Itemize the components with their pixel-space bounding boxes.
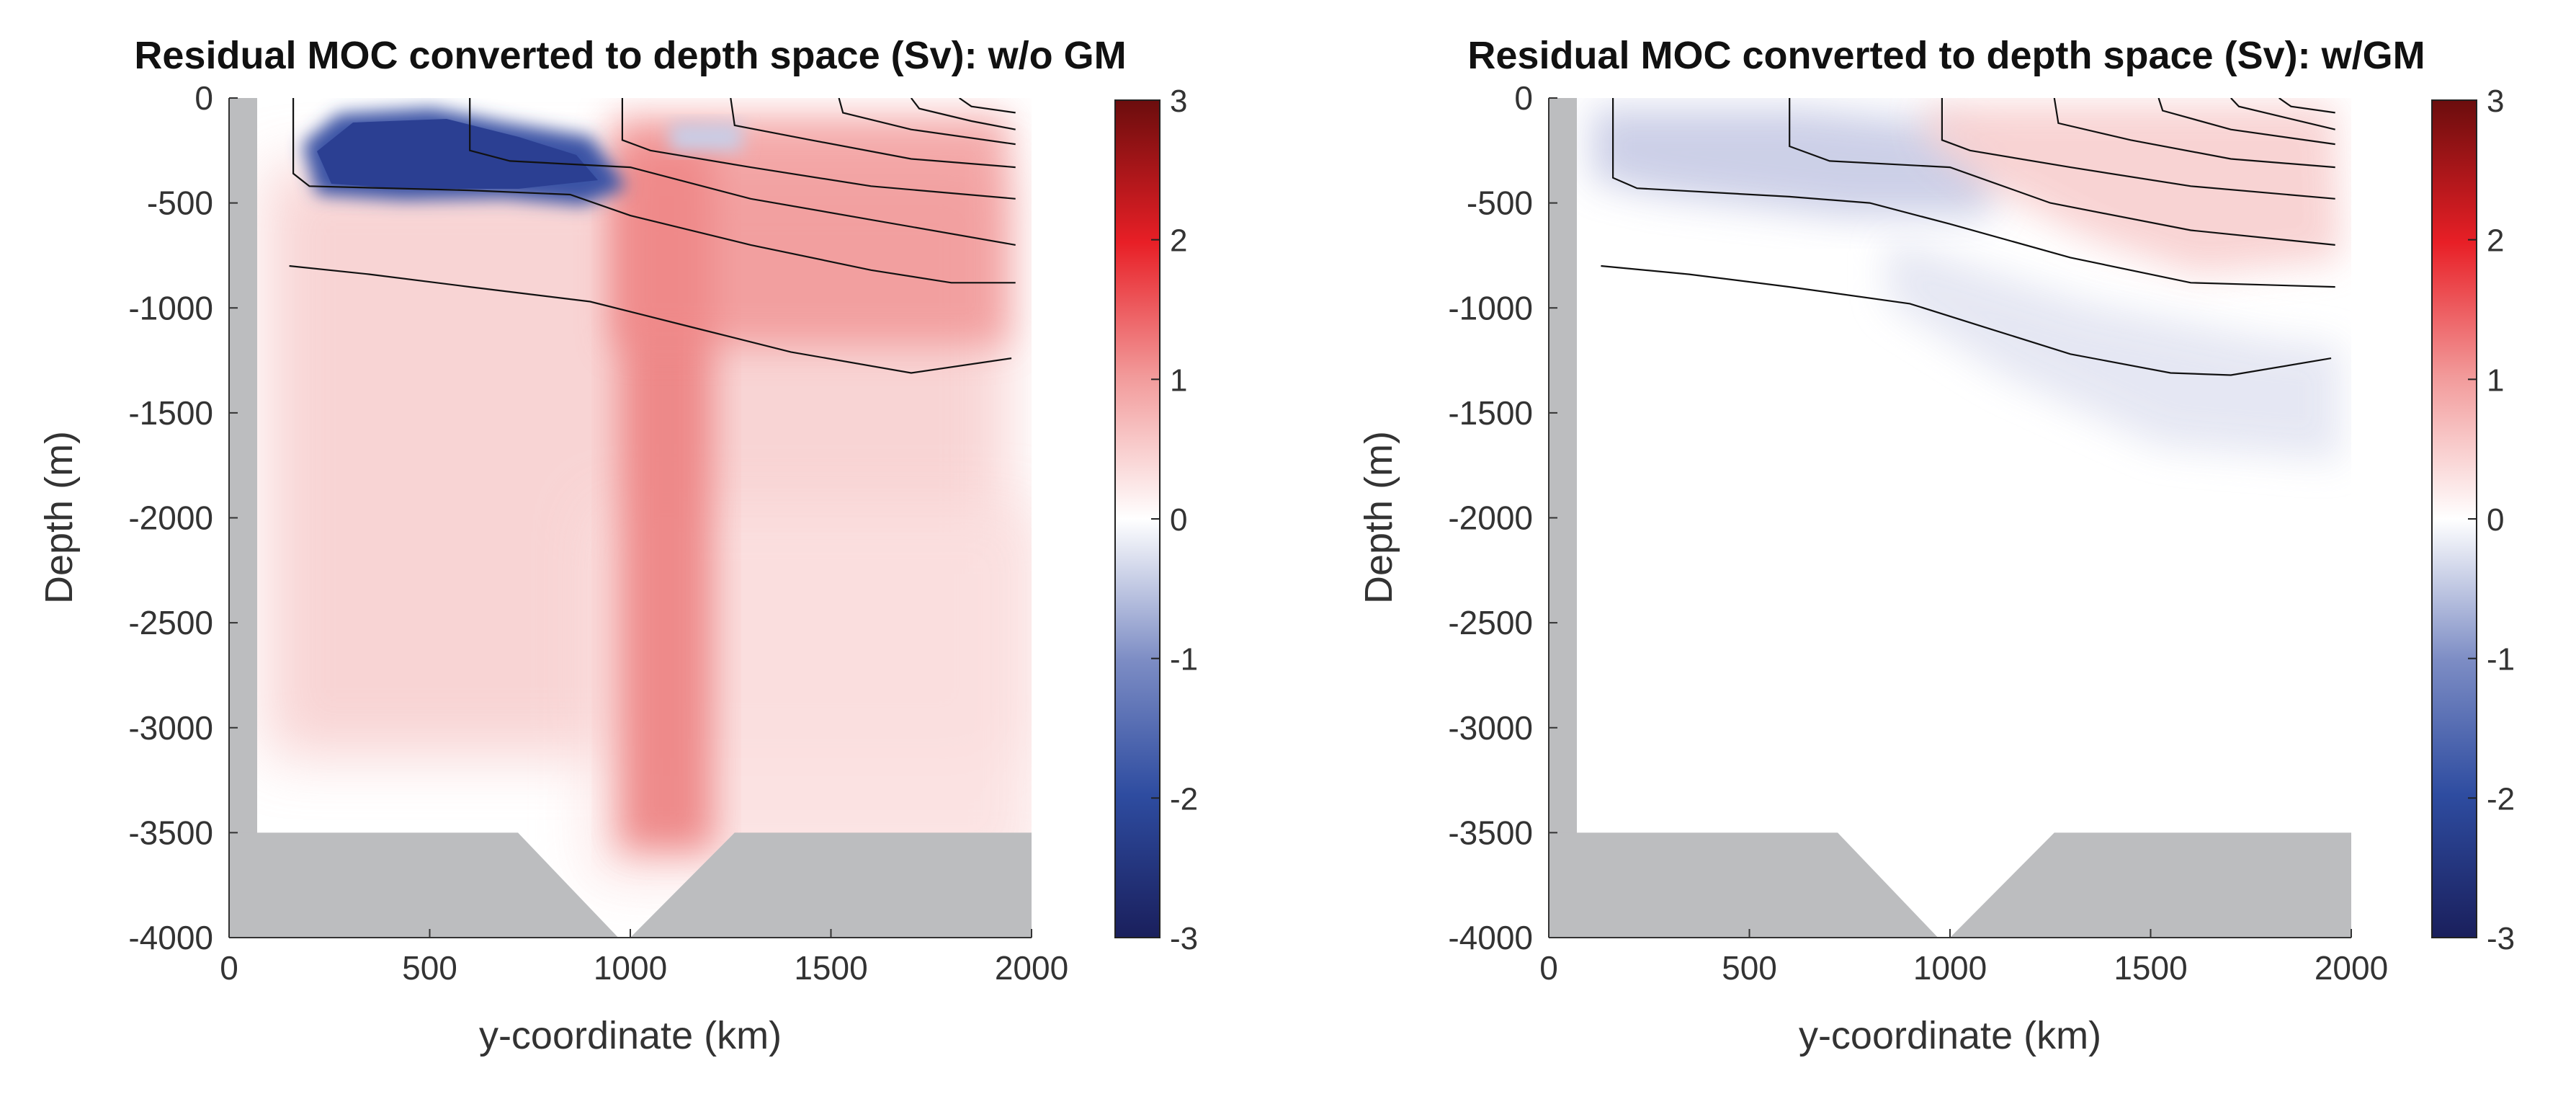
field-left-positive-upper [612, 115, 1009, 346]
y-tick-label-left-2: -1000 [128, 289, 213, 326]
x-tick-label-right-2: 1000 [1913, 949, 1987, 987]
field-left-negative-small [670, 123, 742, 151]
colorbar-tick-label-left-2: 1 [1170, 363, 1187, 398]
colorbar-tick-label-right-1: 2 [2487, 223, 2504, 259]
field-left [267, 98, 1032, 879]
colorbar-tick-label-left-0: 3 [1170, 84, 1187, 119]
y-tick-label-left-0: 0 [194, 79, 213, 117]
y-tick-label-left-7: -3500 [128, 814, 213, 851]
y-tick-label-right-0: 0 [1514, 79, 1533, 117]
panel-left: 0 500 1000 1500 2000 0 -500 -1000 -1500 -2000 -250… [37, 34, 1127, 1057]
y-tick-label-right-6: -3000 [1448, 709, 1533, 747]
y-tick-label-left-1: -500 [147, 184, 213, 222]
x-tick-label-right-3: 1500 [2114, 949, 2187, 987]
contour-left-5 [838, 98, 1016, 146]
colorbar-left: 3 2 1 0 -1 -2 -3 [1114, 84, 1198, 956]
contour-left-6 [911, 98, 1016, 130]
colorbar-right-ticks: 3 2 1 0 -1 -2 -3 [2468, 84, 2515, 956]
y-tick-label-left-5: -2500 [128, 604, 213, 641]
colorbar-tick-label-right-5: -2 [2487, 781, 2515, 817]
contour-right-7 [2278, 98, 2335, 114]
contours-right [1601, 98, 2335, 376]
colorbar-tick-label-left-6: -3 [1170, 921, 1198, 956]
bottom-topography-right [1549, 832, 2351, 938]
field-left-negative-inner [317, 119, 598, 189]
contour-left-1 [292, 98, 1016, 284]
x-tick-label-left-2: 1000 [594, 949, 667, 987]
title-left: Residual MOC converted to depth space (S… [134, 34, 1126, 77]
axes-left: 0 500 1000 1500 2000 0 -500 -1000 -1500 -2000 -250… [128, 79, 1068, 987]
colorbar-tick-label-left-1: 2 [1170, 223, 1187, 259]
colorbar-left-ticks: 3 2 1 0 -1 -2 -3 [1151, 84, 1198, 956]
contour-right-3 [1941, 98, 2335, 200]
y-tick-label-left-8: -4000 [128, 919, 213, 956]
contour-right-0 [1601, 264, 2332, 376]
contour-left-3 [621, 98, 1016, 200]
field-right-weak-positive-cell [1923, 104, 2341, 274]
x-tick-label-right-0: 0 [1539, 949, 1558, 987]
contours-left [289, 98, 1016, 374]
y-tick-label-right-7: -3500 [1448, 814, 1533, 851]
y-tick-label-left-3: -1500 [128, 394, 213, 432]
xlabel-left: y-coordinate (km) [479, 1014, 782, 1057]
y-tick-label-right-1: -500 [1467, 184, 1533, 222]
y-tick-label-left-6: -3000 [128, 709, 213, 747]
colorbar-tick-label-left-4: -1 [1170, 642, 1198, 677]
contour-right-5 [2157, 98, 2335, 146]
topography-left [229, 98, 1032, 938]
bottom-topography-left [229, 832, 1032, 938]
colorbar-tick-label-left-5: -2 [1170, 781, 1198, 817]
contour-right-6 [2230, 98, 2335, 130]
topography-right [1549, 98, 2351, 938]
y-tick-label-right-3: -1500 [1448, 394, 1533, 432]
x-tick-label-left-0: 0 [220, 949, 238, 987]
y-tick-label-right-4: -2000 [1448, 499, 1533, 537]
contour-left-4 [730, 98, 1016, 169]
colorbar-tick-label-right-0: 3 [2487, 84, 2504, 119]
y-tick-label-left-4: -2000 [128, 499, 213, 537]
contour-left-0 [289, 264, 1012, 374]
xlabel-right: y-coordinate (km) [1799, 1014, 2101, 1057]
colorbar-tick-label-right-4: -1 [2487, 642, 2515, 677]
x-tick-label-left-1: 500 [402, 949, 457, 987]
x-tick-label-right-4: 2000 [2315, 949, 2388, 987]
axes-right: 0 500 1000 1500 2000 0 -500 -1000 -1500 -2000 -250… [1448, 79, 2388, 987]
x-tick-label-left-4: 2000 [995, 949, 1068, 987]
contour-right-4 [2053, 98, 2335, 169]
contour-right-1 [1612, 98, 2335, 288]
colorbar-right: 3 2 1 0 -1 -2 -3 [2431, 84, 2515, 956]
contour-left-2 [469, 98, 1016, 246]
y-tick-label-right-5: -2500 [1448, 604, 1533, 641]
ylabel-left: Depth (m) [37, 431, 81, 604]
colorbar-tick-label-left-3: 0 [1170, 502, 1187, 538]
y-tick-label-right-2: -1000 [1448, 289, 1533, 326]
contour-left-7 [959, 98, 1016, 114]
y-tick-label-right-8: -4000 [1448, 919, 1533, 956]
field-right-weak-negative-band [1887, 238, 2341, 461]
ylabel-right: Depth (m) [1357, 431, 1400, 604]
title-right: Residual MOC converted to depth space (S… [1467, 34, 2425, 77]
colorbar-tick-label-right-3: 0 [2487, 502, 2504, 538]
x-tick-label-left-3: 1500 [794, 949, 867, 987]
contour-right-2 [1789, 98, 2335, 246]
colorbar-tick-label-right-2: 1 [2487, 363, 2504, 398]
field-right [1592, 98, 2341, 461]
panel-right: 0 500 1000 1500 2000 0 -500 -1000 -1500 -2000 -250… [1357, 34, 2425, 1057]
colorbar-tick-label-right-6: -3 [2487, 921, 2515, 956]
field-right-weak-negative-cell [1592, 108, 2003, 216]
x-tick-label-right-1: 500 [1722, 949, 1777, 987]
